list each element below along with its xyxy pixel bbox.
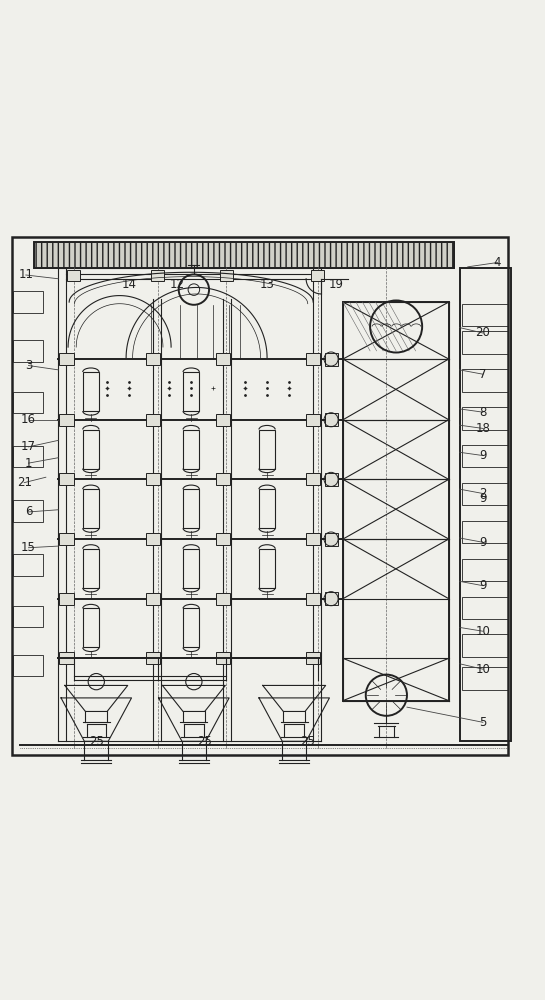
Bar bbox=[34, 242, 454, 268]
Text: 12: 12 bbox=[170, 278, 185, 291]
Bar bbox=[216, 353, 229, 365]
Bar bbox=[259, 489, 275, 528]
Bar bbox=[146, 353, 160, 365]
Bar bbox=[151, 270, 164, 281]
Bar bbox=[146, 414, 160, 426]
Text: 7: 7 bbox=[479, 368, 487, 381]
Bar bbox=[146, 533, 160, 545]
Text: 11: 11 bbox=[19, 268, 33, 281]
Bar bbox=[59, 652, 74, 664]
Bar bbox=[462, 667, 508, 690]
Bar bbox=[306, 533, 320, 545]
Bar bbox=[59, 414, 74, 426]
Bar bbox=[83, 549, 99, 588]
Text: 18: 18 bbox=[475, 422, 490, 435]
Text: 9: 9 bbox=[479, 492, 487, 505]
Bar bbox=[59, 533, 74, 545]
Bar bbox=[146, 652, 160, 664]
Text: 8: 8 bbox=[479, 406, 487, 419]
Bar bbox=[325, 473, 338, 486]
Bar bbox=[462, 634, 508, 657]
Bar bbox=[183, 608, 199, 647]
Bar bbox=[183, 549, 199, 588]
Bar bbox=[183, 372, 199, 411]
Bar bbox=[259, 430, 275, 469]
Text: 2: 2 bbox=[479, 487, 487, 500]
Bar bbox=[67, 270, 80, 281]
Text: 6: 6 bbox=[25, 505, 32, 518]
Bar bbox=[462, 445, 508, 467]
Bar bbox=[462, 483, 508, 505]
Bar bbox=[259, 549, 275, 588]
Text: 25: 25 bbox=[197, 735, 212, 748]
Text: 14: 14 bbox=[122, 278, 136, 291]
Bar bbox=[216, 473, 229, 485]
Bar bbox=[462, 597, 508, 619]
Text: 25: 25 bbox=[89, 735, 104, 748]
Bar bbox=[216, 593, 229, 605]
Text: 9: 9 bbox=[479, 449, 487, 462]
Bar bbox=[83, 608, 99, 647]
Bar bbox=[146, 593, 160, 605]
Bar bbox=[325, 533, 338, 546]
Bar bbox=[13, 500, 43, 522]
Bar bbox=[183, 489, 199, 528]
Bar bbox=[325, 413, 338, 426]
Bar bbox=[34, 242, 454, 268]
Bar bbox=[462, 369, 508, 392]
Text: 9: 9 bbox=[479, 536, 487, 549]
Bar bbox=[459, 268, 511, 741]
Bar bbox=[462, 331, 508, 354]
Bar bbox=[325, 592, 338, 605]
Text: 13: 13 bbox=[259, 278, 275, 291]
Bar bbox=[306, 353, 320, 365]
Text: 15: 15 bbox=[21, 541, 36, 554]
Bar bbox=[59, 593, 74, 605]
Bar bbox=[311, 270, 324, 281]
Bar bbox=[146, 473, 160, 485]
Bar bbox=[13, 340, 43, 362]
Bar bbox=[462, 559, 508, 581]
Text: 20: 20 bbox=[475, 326, 490, 339]
Bar bbox=[13, 554, 43, 576]
Bar bbox=[462, 407, 508, 430]
Bar bbox=[13, 392, 43, 413]
Bar bbox=[13, 655, 43, 676]
Bar bbox=[216, 414, 229, 426]
Text: 19: 19 bbox=[329, 278, 344, 291]
Bar bbox=[59, 353, 74, 365]
Bar bbox=[83, 372, 99, 411]
Bar bbox=[13, 446, 43, 467]
Bar bbox=[306, 414, 320, 426]
Text: 5: 5 bbox=[479, 716, 487, 729]
Text: 16: 16 bbox=[21, 413, 36, 426]
Text: 10: 10 bbox=[475, 625, 490, 638]
Bar bbox=[462, 521, 508, 543]
Text: 21: 21 bbox=[17, 476, 32, 489]
Bar bbox=[59, 473, 74, 485]
Bar bbox=[183, 430, 199, 469]
Text: 25: 25 bbox=[300, 735, 315, 748]
Bar bbox=[220, 270, 233, 281]
Text: 10: 10 bbox=[475, 663, 490, 676]
Bar bbox=[83, 489, 99, 528]
Text: 1: 1 bbox=[25, 457, 32, 470]
Text: 4: 4 bbox=[494, 256, 501, 269]
Text: 3: 3 bbox=[25, 359, 32, 372]
Bar bbox=[343, 302, 449, 701]
Bar bbox=[83, 430, 99, 469]
Bar bbox=[216, 533, 229, 545]
Text: 17: 17 bbox=[21, 440, 36, 453]
Bar bbox=[306, 652, 320, 664]
Bar bbox=[325, 353, 338, 366]
Bar bbox=[462, 304, 508, 326]
Bar bbox=[306, 593, 320, 605]
Bar bbox=[216, 652, 229, 664]
Bar bbox=[13, 606, 43, 627]
Bar bbox=[306, 473, 320, 485]
Text: 9: 9 bbox=[479, 579, 487, 592]
Bar bbox=[13, 291, 43, 313]
